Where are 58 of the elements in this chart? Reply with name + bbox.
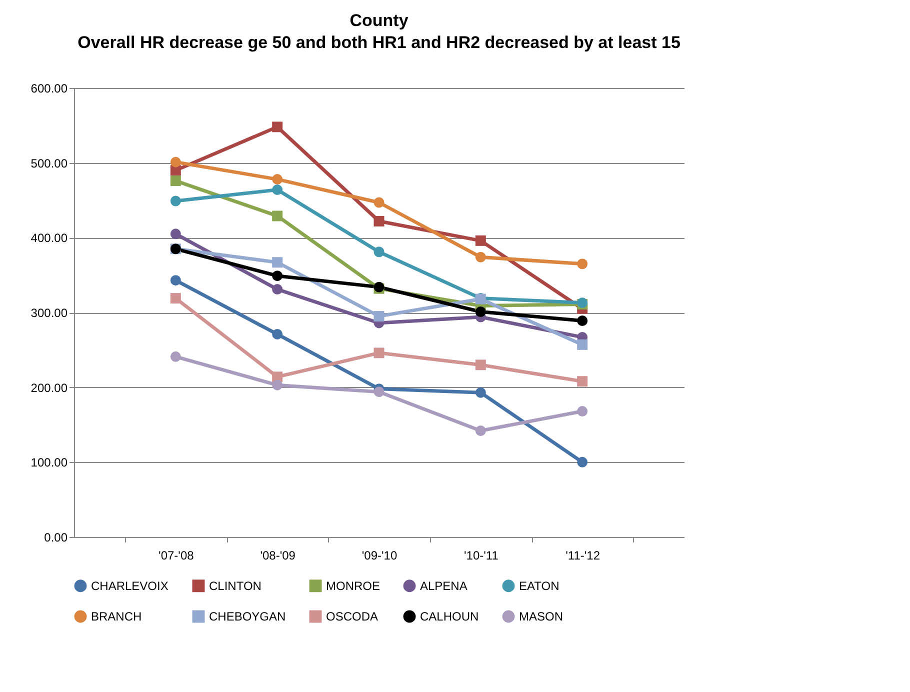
point — [170, 228, 181, 240]
point — [577, 258, 588, 270]
point — [374, 246, 384, 258]
point — [272, 284, 283, 295]
point — [577, 406, 588, 417]
y-tick-label: 100.00 — [30, 456, 68, 470]
point — [272, 174, 283, 185]
point — [374, 216, 384, 226]
point — [577, 456, 588, 468]
x-tick-label: '07-'08 — [158, 548, 194, 562]
x-tick-label: '10-'11 — [464, 548, 499, 562]
point — [577, 339, 588, 350]
point — [272, 380, 283, 390]
point — [170, 293, 181, 304]
point — [475, 426, 486, 436]
chart-title: County — [350, 11, 409, 30]
point — [577, 376, 588, 387]
point — [272, 184, 283, 196]
point — [374, 311, 384, 322]
point — [272, 257, 283, 268]
x-tick-label: '11-'12 — [566, 548, 600, 562]
point — [475, 387, 486, 398]
point — [577, 316, 588, 326]
point — [272, 122, 283, 132]
point — [475, 306, 486, 317]
point — [374, 197, 384, 208]
x-tick-label: '08-'09 — [260, 548, 296, 562]
point — [272, 210, 283, 222]
legend-label: ALPENA — [420, 578, 468, 593]
point — [374, 386, 384, 398]
point — [272, 270, 283, 282]
y-tick-label: 500.00 — [30, 156, 68, 170]
point — [272, 328, 283, 340]
point — [374, 348, 384, 358]
chart-subtitle: Overall HR decrease ge 50 and both HR1 and HR2 decreased by at least 15 — [78, 33, 680, 52]
legend-label: MONROE — [326, 578, 380, 593]
point — [475, 360, 486, 370]
legend-label: CALHOUN — [420, 610, 479, 624]
point — [170, 196, 181, 206]
legend-label: OSCODA — [326, 610, 378, 624]
point — [170, 351, 181, 362]
point — [170, 176, 181, 186]
x-tick-label: '09-'10 — [362, 548, 398, 562]
legend-label: CHEBOYGAN — [209, 610, 286, 624]
y-tick-label: 600.00 — [30, 82, 68, 96]
point — [475, 252, 486, 262]
legend-label: CLINTON — [209, 578, 262, 593]
y-tick-label: 300.00 — [30, 306, 68, 320]
point — [170, 156, 181, 168]
point — [475, 235, 486, 246]
legend-label: EATON — [519, 578, 560, 593]
y-tick-label: 0.00 — [44, 530, 68, 544]
point — [170, 275, 181, 286]
legend-label: MASON — [519, 610, 564, 624]
legend-label: CHARLEVOIX — [91, 578, 168, 593]
y-tick-label: 200.00 — [30, 380, 68, 395]
y-tick-label: 400.00 — [30, 231, 68, 246]
legend-label: BRANCH — [91, 610, 142, 624]
